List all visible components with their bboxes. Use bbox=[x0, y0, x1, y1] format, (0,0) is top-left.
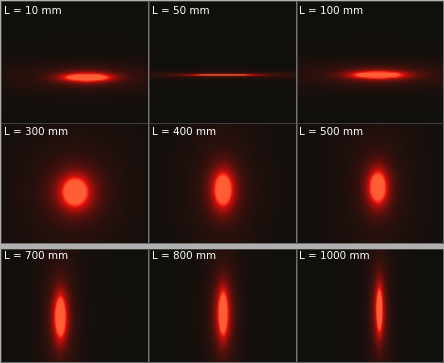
Text: L = 700 mm: L = 700 mm bbox=[4, 252, 68, 261]
Text: L = 400 mm: L = 400 mm bbox=[152, 127, 216, 138]
Text: L = 100 mm: L = 100 mm bbox=[299, 6, 364, 16]
Text: L = 50 mm: L = 50 mm bbox=[152, 6, 209, 16]
Text: L = 1000 mm: L = 1000 mm bbox=[299, 252, 370, 261]
Text: L = 10 mm: L = 10 mm bbox=[4, 6, 61, 16]
Text: L = 800 mm: L = 800 mm bbox=[152, 252, 216, 261]
Text: L = 500 mm: L = 500 mm bbox=[299, 127, 364, 138]
Text: L = 300 mm: L = 300 mm bbox=[4, 127, 68, 138]
